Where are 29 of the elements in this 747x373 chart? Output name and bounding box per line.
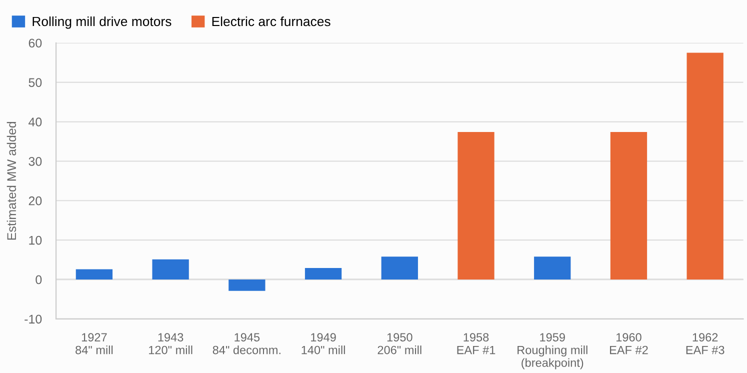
x-tick-label: 1945 84" decomm. (212, 333, 280, 354)
bar (534, 256, 571, 280)
bar (76, 269, 113, 280)
x-tick-label: 1943 120" mill (149, 333, 192, 354)
y-axis-title: Estimated MW added (6, 122, 16, 240)
y-tick-label: 30 (28, 156, 42, 166)
y-tick-label: 0 (36, 275, 42, 284)
y-tick-label: 60 (28, 38, 42, 48)
legend-label: Rolling mill drive motors (32, 16, 172, 29)
bar (686, 52, 724, 280)
y-tick-label: 50 (28, 78, 42, 87)
x-tick-label: 1927 84" mill (76, 333, 113, 354)
x-tick-label: 1962 EAF #3 (686, 333, 724, 354)
bar (381, 256, 418, 280)
x-tick-label: 1958 EAF #1 (457, 333, 496, 354)
bar (458, 132, 494, 280)
bar (228, 279, 266, 291)
y-tick-label: 20 (28, 196, 42, 206)
y-tick-label: -10 (24, 314, 42, 324)
legend-label: Electric arc furnaces (212, 16, 330, 26)
x-tick-label: 1950 206" mill (378, 333, 422, 354)
x-tick-label: 1960 EAF #2 (610, 333, 648, 354)
bar (610, 132, 648, 280)
x-tick-label: 1959 Roughing mill (breakpoint) (518, 333, 588, 370)
y-tick-label: 40 (28, 118, 42, 126)
bar (152, 259, 189, 280)
bar (304, 268, 342, 280)
x-tick-label: 1949 140" mill (302, 333, 345, 354)
y-tick-label: 10 (29, 236, 42, 245)
